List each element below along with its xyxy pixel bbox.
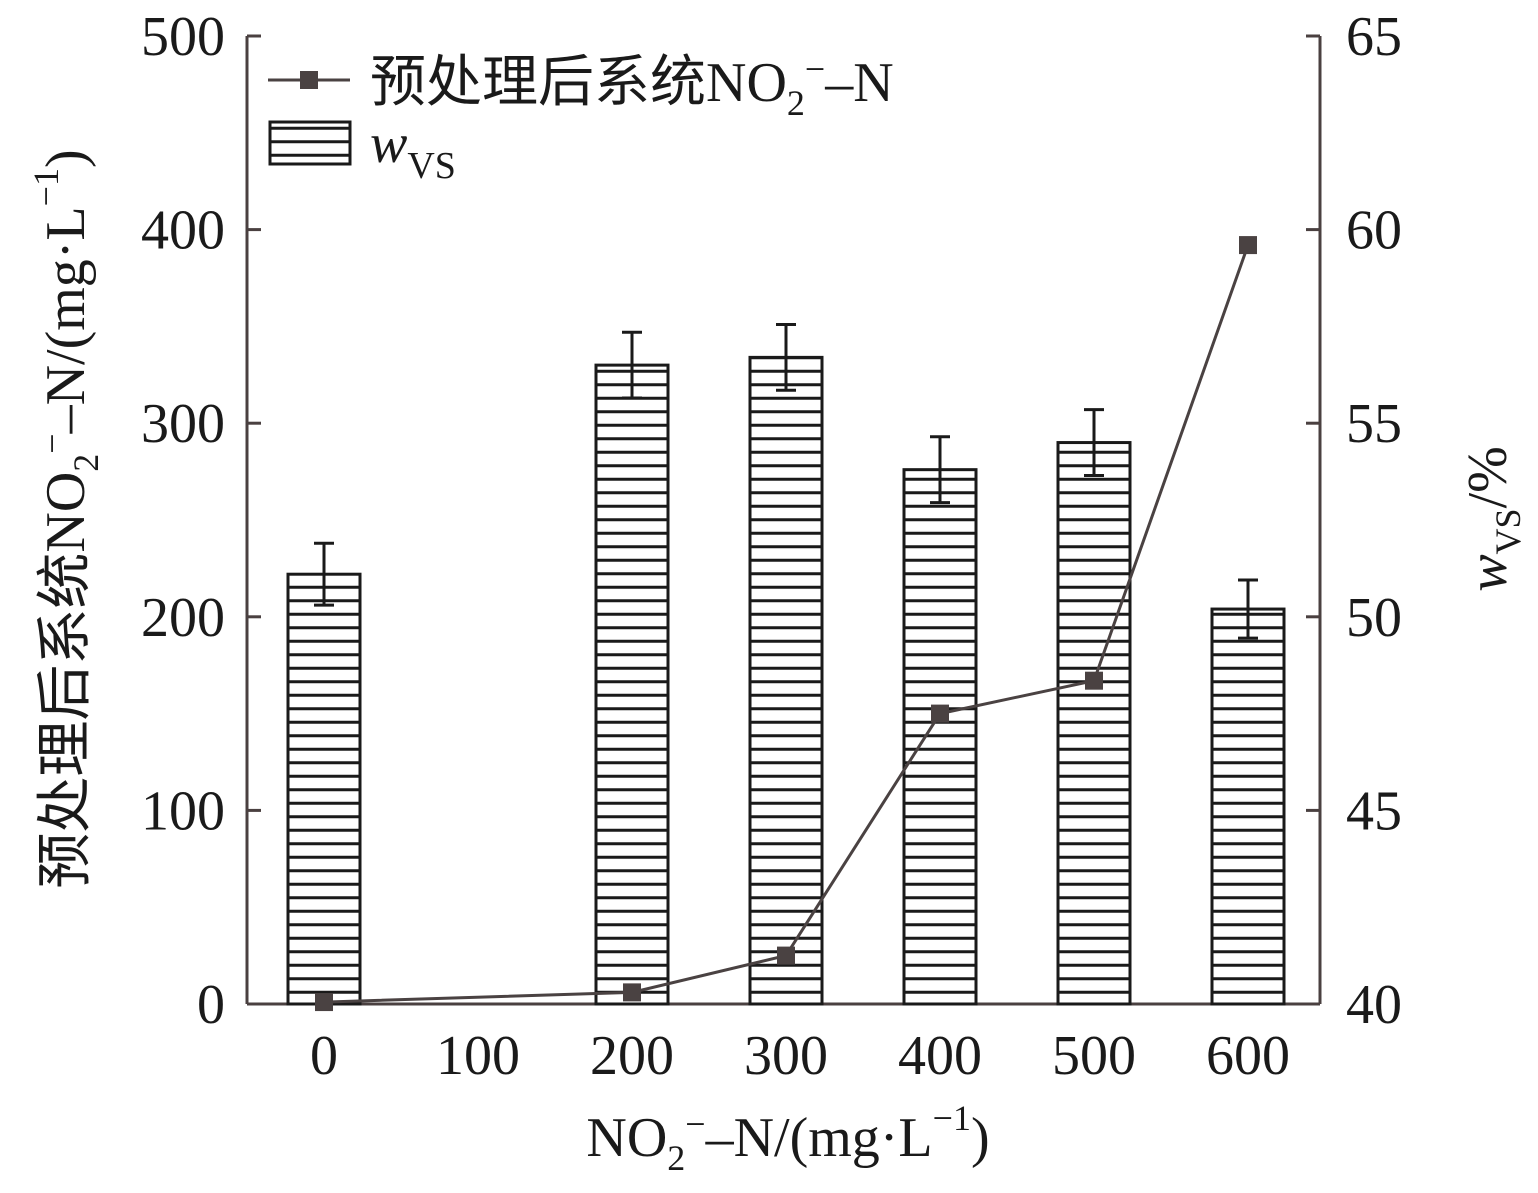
left-axis-tick-label: 0 <box>197 974 225 1036</box>
line-point <box>931 704 949 723</box>
x-axis-tick-label: 0 <box>310 1025 338 1087</box>
x-axis-tick-label: 300 <box>744 1025 828 1087</box>
x-axis-tick-label: 600 <box>1206 1025 1290 1087</box>
legend-line-label: 预处理后系统NO2−–N <box>370 49 894 123</box>
left-axis-tick-label: 400 <box>141 200 225 262</box>
right-axis-tick-label: 40 <box>1346 974 1402 1036</box>
left-axis-tick-label: 300 <box>141 393 225 455</box>
x-axis-tick-label: 400 <box>898 1025 982 1087</box>
legend-line-marker <box>300 71 318 89</box>
right-axis-tick-label: 60 <box>1346 200 1402 262</box>
bar <box>748 355 824 1006</box>
line-point <box>315 993 333 1012</box>
left-axis-tick-label: 500 <box>141 6 225 68</box>
bar <box>594 363 670 1006</box>
line-point <box>623 983 641 1002</box>
x-axis-tick-label: 200 <box>590 1025 674 1087</box>
right-axis-tick-label: 50 <box>1346 587 1402 649</box>
right-axis-title: wVS/% <box>1457 446 1528 592</box>
bar <box>1056 441 1132 1006</box>
line-point <box>1239 236 1257 255</box>
bar <box>1210 607 1286 1006</box>
line-point <box>777 946 795 965</box>
left-axis-tick-label: 100 <box>141 780 225 842</box>
x-axis-tick-label: 500 <box>1052 1025 1136 1087</box>
legend-bar-label: wVS <box>370 113 456 187</box>
left-axis-tick-label: 200 <box>141 587 225 649</box>
x-axis-title: NO2−–N/(mg·L−1) <box>586 1098 989 1178</box>
x-axis-tick-label: 100 <box>436 1025 520 1087</box>
bar <box>286 572 362 1006</box>
right-axis-tick-label: 65 <box>1346 6 1402 68</box>
legend-bar-swatch <box>268 120 352 166</box>
series-line <box>323 244 1250 1004</box>
right-axis-tick-label: 55 <box>1346 393 1402 455</box>
bar <box>902 468 978 1006</box>
left-axis-title: 预处理后系统NO2−–N/(mg·L−1) <box>26 149 106 888</box>
right-axis-tick-label: 45 <box>1346 780 1402 842</box>
line-point <box>1085 671 1103 690</box>
